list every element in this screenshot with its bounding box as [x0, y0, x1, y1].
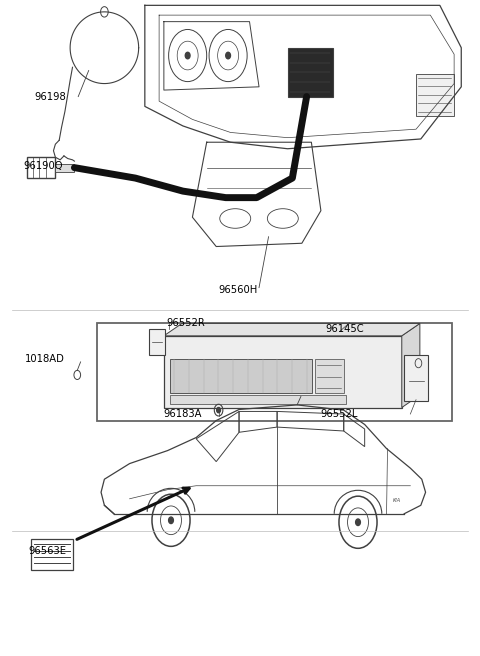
Bar [31, 539, 73, 571]
Text: 96563E: 96563E [28, 546, 66, 556]
Circle shape [216, 407, 220, 413]
Bar [97, 323, 452, 420]
Polygon shape [164, 323, 420, 336]
Bar [169, 395, 346, 404]
Bar [169, 359, 312, 393]
Bar [27, 157, 55, 178]
Bar [416, 73, 454, 116]
Bar [55, 164, 74, 172]
Bar [404, 356, 428, 401]
Text: 96560H: 96560H [218, 285, 258, 295]
Bar [149, 329, 165, 356]
Bar [288, 48, 333, 96]
Text: 96183A: 96183A [164, 409, 203, 419]
Text: 96552R: 96552R [166, 318, 205, 328]
Circle shape [226, 52, 230, 59]
Text: 1018AD: 1018AD [25, 354, 65, 364]
Bar [164, 336, 402, 407]
Polygon shape [402, 323, 420, 407]
Text: 96145C: 96145C [325, 324, 364, 335]
Circle shape [168, 517, 173, 523]
Circle shape [356, 519, 360, 525]
Text: KIA: KIA [393, 499, 401, 503]
Circle shape [185, 52, 190, 59]
Text: 96552L: 96552L [320, 409, 357, 419]
Text: 96190Q: 96190Q [24, 161, 63, 171]
Text: 96198: 96198 [35, 92, 66, 102]
Bar [315, 359, 344, 393]
